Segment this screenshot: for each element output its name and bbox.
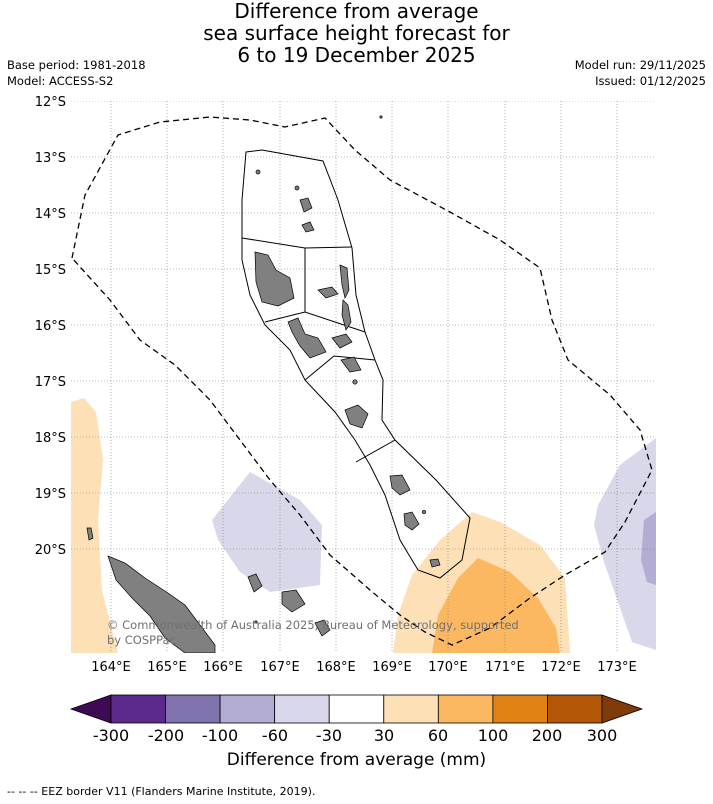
island-gaua	[301, 221, 315, 233]
longitude-labels: 164°E 165°E 166°E 167°E 168°E 169°E 170°…	[91, 660, 637, 675]
colorbar-segment	[328, 694, 385, 724]
meta-right: Model run: 29/11/2025 Issued: 01/12/2025	[575, 57, 706, 89]
island-maewo	[339, 264, 350, 300]
island-vanua-lava	[299, 197, 313, 213]
colorbar-extend-high	[601, 694, 644, 724]
lon-label: 165°E	[147, 660, 187, 675]
colorbar-tick: 300	[587, 726, 618, 745]
island-walpole	[254, 620, 258, 624]
colorbar-segment	[383, 694, 439, 724]
colorbar-tick: 100	[478, 726, 509, 745]
map-background	[71, 101, 656, 653]
colorbar-tick: 60	[428, 726, 448, 745]
lat-label: 15°S	[35, 263, 66, 278]
lon-label: 170°E	[428, 660, 468, 675]
island-malekula	[287, 317, 327, 359]
colorbar-segment	[492, 694, 548, 724]
lat-label: 16°S	[35, 319, 66, 334]
model-run: Model run: 29/11/2025	[574, 58, 706, 72]
anomaly-neg-east-strong	[641, 512, 656, 585]
island-mare	[314, 619, 331, 637]
island-new-caledonia	[107, 555, 216, 653]
lat-label: 20°S	[35, 543, 66, 558]
colorbar-segment	[110, 694, 166, 724]
colorbar-tick: 200	[532, 726, 563, 745]
colorbar-segment	[274, 694, 330, 724]
lat-label: 18°S	[35, 431, 66, 446]
lon-label: 166°E	[203, 660, 243, 675]
lat-label: 12°S	[35, 95, 66, 110]
colorbar-tick: -200	[148, 726, 184, 745]
province-boundaries	[241, 149, 471, 579]
colorbar-segment	[219, 694, 276, 724]
island-aoba	[317, 286, 339, 299]
colorbar-tick: -30	[316, 726, 342, 745]
model-name: Model: ACCESS-S2	[7, 74, 114, 88]
colorbar: -300 -200 -100 -60 -30 30 60 100 200 300	[69, 694, 644, 745]
base-period: Base period: 1981-2018	[7, 58, 146, 72]
island-erromango	[389, 474, 411, 496]
island-lifou	[281, 589, 306, 613]
colorbar-segments	[69, 694, 644, 724]
lon-label: 171°E	[485, 660, 525, 675]
colorbar-label: Difference from average (mm)	[226, 750, 487, 770]
island-merelava	[352, 379, 358, 385]
island-matthew	[379, 115, 383, 119]
title-line-3: 6 to 19 December 2025	[237, 43, 476, 67]
colorbar-tick: -100	[202, 726, 238, 745]
lon-label: 172°E	[541, 660, 581, 675]
title-line-2: sea surface height forecast for	[203, 21, 510, 45]
lat-label: 17°S	[35, 375, 66, 390]
lat-label: 14°S	[35, 207, 66, 222]
lon-label: 168°E	[316, 660, 356, 675]
colorbar-extend-low	[69, 694, 112, 724]
anomaly-neg-center	[212, 472, 322, 592]
copyright-line-2: by COSPPac	[107, 633, 176, 647]
island-aneityum	[429, 558, 441, 568]
lon-label: 164°E	[91, 660, 131, 675]
colorbar-segment	[165, 694, 221, 724]
island-espiritu-santo	[254, 251, 295, 307]
lat-label: 13°S	[35, 151, 66, 166]
lon-label: 167°E	[260, 660, 300, 675]
island-belep	[86, 527, 94, 541]
colorbar-segment	[437, 694, 494, 724]
title-line-1: Difference from average	[234, 0, 479, 23]
island-tanna	[403, 511, 420, 531]
chart-title: Difference from average sea surface heig…	[0, 0, 713, 66]
island-ureparapara	[294, 185, 300, 191]
island-pentecost	[341, 299, 352, 331]
colorbar-ticks: -300 -200 -100 -60 -30 30 60 100 200 300	[93, 726, 617, 745]
meta-left: Base period: 1981-2018 Model: ACCESS-S2	[7, 57, 146, 89]
colorbar-tick: -60	[262, 726, 288, 745]
latitude-labels: 12°S 13°S 14°S 15°S 16°S 17°S 18°S 19°S …	[35, 95, 66, 558]
anomaly-pos-west	[71, 398, 118, 653]
lat-label: 19°S	[35, 487, 66, 502]
colorbar-tick: -300	[93, 726, 129, 745]
graticule	[71, 101, 656, 653]
issued-date: Issued: 01/12/2025	[595, 74, 706, 88]
land	[86, 115, 441, 653]
colorbar-segment	[547, 694, 603, 724]
island-efate	[344, 404, 369, 429]
colorbar-tick: 30	[374, 726, 394, 745]
eez-footnote: -- -- -- EEZ border V11 (Flanders Marine…	[7, 785, 316, 798]
island-ambrym	[331, 333, 353, 349]
lon-label: 169°E	[372, 660, 412, 675]
copyright-line-1: © Commonwealth of Australia 2025, Bureau…	[107, 618, 519, 632]
island-epi	[340, 356, 362, 373]
lon-label: 173°E	[597, 660, 637, 675]
map-area: © Commonwealth of Australia 2025, Bureau…	[71, 101, 656, 653]
island-ouvea	[247, 573, 263, 593]
island-futuna	[422, 510, 426, 514]
island-torres	[255, 169, 261, 175]
anomaly-pos-south-strong	[432, 558, 560, 653]
